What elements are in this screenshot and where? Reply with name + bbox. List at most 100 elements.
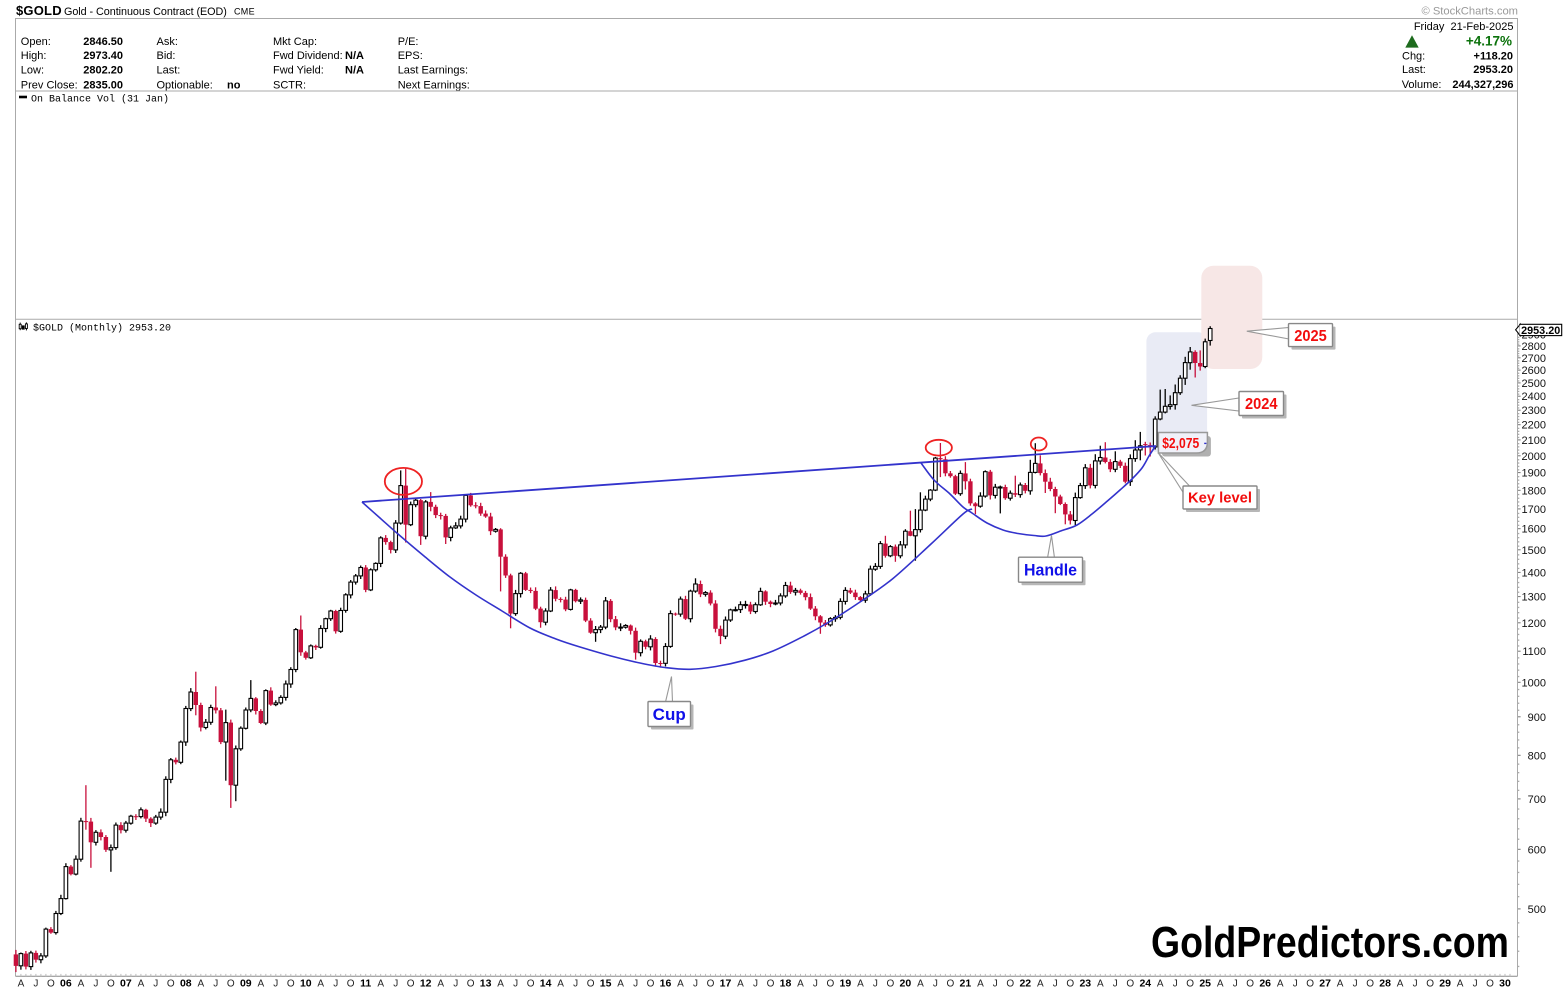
svg-text:Chg:: Chg:	[1402, 51, 1425, 63]
svg-text:2200: 2200	[1522, 420, 1546, 432]
svg-text:J: J	[1053, 979, 1058, 990]
svg-text:A: A	[1037, 979, 1044, 990]
svg-text:High:: High:	[21, 50, 47, 62]
svg-text:J: J	[1233, 979, 1238, 990]
svg-text:J: J	[873, 979, 878, 990]
svg-text:J: J	[513, 979, 518, 990]
svg-text:J: J	[1353, 979, 1358, 990]
svg-text:244,327,296: 244,327,296	[1452, 79, 1513, 91]
svg-text:Mkt Cap:: Mkt Cap:	[273, 36, 317, 48]
svg-text:J: J	[93, 979, 98, 990]
svg-text:Prev Close:: Prev Close:	[21, 80, 78, 92]
svg-text:13: 13	[480, 978, 492, 990]
svg-text:2024: 2024	[1245, 396, 1278, 413]
svg-text:A: A	[797, 979, 804, 990]
svg-text:2500: 2500	[1522, 378, 1546, 390]
svg-text:14: 14	[540, 978, 552, 990]
svg-text:2300: 2300	[1522, 405, 1546, 417]
svg-text:J: J	[1113, 979, 1118, 990]
svg-text:2800: 2800	[1522, 341, 1546, 353]
svg-text:N/A: N/A	[345, 50, 364, 62]
svg-text:Fwd Dividend:: Fwd Dividend:	[273, 50, 343, 62]
svg-text:A: A	[557, 979, 564, 990]
svg-text:A: A	[1277, 979, 1284, 990]
svg-text:A: A	[917, 979, 924, 990]
svg-text:O: O	[707, 979, 715, 990]
svg-text:21: 21	[960, 978, 972, 990]
svg-text:10: 10	[300, 978, 312, 990]
svg-text:25: 25	[1199, 978, 1211, 990]
svg-text:1800: 1800	[1522, 485, 1546, 497]
svg-text:Ask:: Ask:	[157, 36, 178, 48]
svg-text:2973.40: 2973.40	[83, 50, 123, 62]
svg-text:A: A	[677, 979, 684, 990]
svg-text:CME: CME	[234, 7, 255, 17]
svg-text:J: J	[1293, 979, 1298, 990]
svg-text:O: O	[467, 979, 475, 990]
svg-text:1900: 1900	[1522, 468, 1546, 480]
svg-text:2100: 2100	[1522, 435, 1546, 447]
svg-text:Friday 21-Feb-2025: Friday 21-Feb-2025	[1414, 21, 1514, 33]
svg-text:J: J	[453, 979, 458, 990]
svg-text:O: O	[887, 979, 895, 990]
svg-text:$2,075: $2,075	[1162, 436, 1199, 452]
svg-text:1100: 1100	[1522, 646, 1546, 658]
svg-text:Last Earnings:: Last Earnings:	[398, 65, 468, 77]
svg-text:2700: 2700	[1522, 353, 1546, 365]
svg-text:J: J	[813, 979, 818, 990]
svg-text:22: 22	[1019, 978, 1031, 990]
svg-text:A: A	[1157, 979, 1164, 990]
svg-text:J: J	[1413, 979, 1418, 990]
svg-text:A: A	[78, 979, 85, 990]
svg-text:A: A	[18, 979, 25, 990]
svg-text:O: O	[827, 979, 835, 990]
svg-text:A: A	[1457, 979, 1464, 990]
svg-text:J: J	[273, 979, 278, 990]
svg-text:500: 500	[1528, 904, 1546, 916]
svg-text:O: O	[1486, 979, 1494, 990]
svg-text:700: 700	[1528, 794, 1546, 806]
svg-text:O: O	[1246, 979, 1254, 990]
svg-text:2953.20: 2953.20	[1473, 64, 1513, 76]
svg-text:no: no	[227, 80, 241, 92]
svg-text:+4.17%: +4.17%	[1466, 34, 1512, 49]
svg-text:O: O	[947, 979, 955, 990]
svg-text:O: O	[767, 979, 775, 990]
svg-text:27: 27	[1319, 978, 1331, 990]
svg-text:30: 30	[1499, 978, 1511, 990]
svg-text:Last:: Last:	[157, 65, 181, 77]
svg-text:Last:: Last:	[1402, 64, 1426, 76]
svg-text:O: O	[1006, 979, 1014, 990]
svg-text:N/A: N/A	[345, 65, 364, 77]
svg-text:O: O	[227, 979, 235, 990]
svg-text:Volume:: Volume:	[1402, 79, 1442, 91]
svg-text:17: 17	[720, 978, 732, 990]
svg-text:$GOLD (Monthly) 2953.20: $GOLD (Monthly) 2953.20	[33, 323, 171, 335]
svg-text:O: O	[287, 979, 295, 990]
svg-text:J: J	[1473, 979, 1478, 990]
svg-text:16: 16	[660, 978, 672, 990]
svg-text:J: J	[993, 979, 998, 990]
svg-text:O: O	[47, 979, 55, 990]
svg-text:J: J	[393, 979, 398, 990]
svg-text:2600: 2600	[1522, 365, 1546, 377]
svg-text:800: 800	[1528, 750, 1546, 762]
svg-text:2400: 2400	[1522, 391, 1546, 403]
svg-text:Key level: Key level	[1188, 491, 1252, 507]
svg-text:J: J	[153, 979, 158, 990]
svg-text:28: 28	[1379, 978, 1391, 990]
svg-text:Bid:: Bid:	[157, 50, 176, 62]
svg-text:12: 12	[420, 978, 432, 990]
svg-text:O: O	[407, 979, 415, 990]
svg-text:900: 900	[1528, 712, 1546, 724]
svg-text:P/E:: P/E:	[398, 36, 419, 48]
svg-text:SCTR:: SCTR:	[273, 80, 306, 92]
svg-text:EPS:: EPS:	[398, 50, 423, 62]
svg-text:$GOLD: $GOLD	[16, 3, 62, 18]
svg-text:2802.20: 2802.20	[83, 65, 123, 77]
svg-text:2835.00: 2835.00	[83, 80, 123, 92]
svg-text:1400: 1400	[1522, 567, 1546, 579]
svg-text:1300: 1300	[1522, 592, 1546, 604]
svg-text:09: 09	[240, 978, 252, 990]
svg-text:GoldPredictors.com: GoldPredictors.com	[1151, 918, 1509, 967]
